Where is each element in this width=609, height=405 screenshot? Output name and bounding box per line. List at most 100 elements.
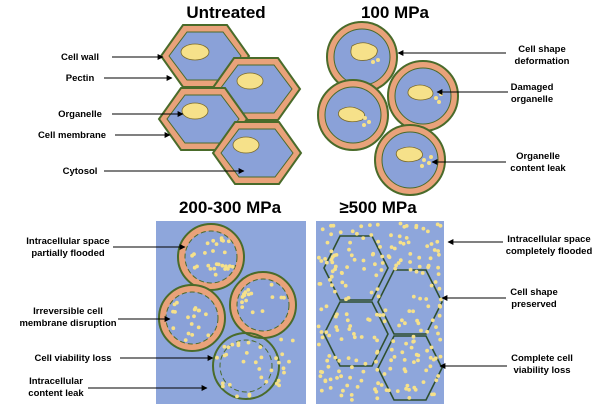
content-dot: [203, 251, 207, 255]
hex-cell-4: [211, 121, 303, 185]
leaking-organelle-icon: [395, 146, 423, 163]
content-dot: [212, 266, 217, 271]
content-dot: [438, 337, 443, 342]
content-dot: [327, 333, 331, 338]
label-cell-membrane: Cell membrane: [38, 130, 106, 141]
content-dot: [247, 393, 252, 398]
content-dot: [375, 312, 379, 317]
content-dot: [339, 393, 344, 398]
content-dot: [279, 337, 283, 342]
content-dot: [337, 369, 341, 374]
content-dot: [352, 257, 357, 262]
content-dot: [338, 230, 343, 235]
content-dot: [339, 270, 344, 275]
content-dot: [411, 339, 416, 344]
label-preserved-1: Cell shape: [510, 287, 558, 298]
content-dot: [375, 367, 380, 372]
content-dot: [329, 232, 333, 237]
content-dot: [274, 356, 278, 361]
content-dot: [214, 242, 219, 247]
content-dot: [415, 318, 419, 323]
content-dot: [363, 361, 368, 366]
content-dot: [318, 374, 323, 378]
content-dot: [417, 264, 422, 269]
content-dot: [431, 357, 436, 362]
content-dot: [318, 282, 323, 286]
content-dot: [350, 365, 354, 370]
content-dot: [319, 307, 324, 312]
content-dot: [416, 358, 420, 363]
content-dot: [349, 393, 354, 397]
dots-200-300-inner: [171, 236, 295, 399]
content-dot: [220, 263, 225, 268]
label-partial-flood-1: Intracellular space: [26, 236, 109, 247]
content-dot: [290, 338, 295, 343]
title-500mpa: ≥500 MPa: [339, 198, 417, 217]
content-dot: [404, 224, 409, 228]
content-dot: [244, 298, 249, 303]
content-dot: [414, 223, 419, 228]
content-dot: [429, 283, 434, 288]
content-dot: [334, 325, 339, 329]
content-dot: [339, 374, 343, 379]
label-content-leak-2: content leak: [28, 388, 84, 399]
content-dot: [221, 384, 225, 389]
ruptured-cell-3: [229, 271, 297, 339]
content-dot: [341, 388, 345, 393]
content-dot: [346, 296, 351, 300]
content-dot: [438, 304, 442, 309]
content-dot: [346, 356, 351, 360]
label-disruption-1: Irreversible cell: [33, 306, 103, 317]
content-dot: [223, 267, 228, 271]
content-dot: [359, 224, 364, 229]
content-dot: [246, 288, 251, 292]
content-dot: [434, 378, 439, 383]
content-dot: [345, 265, 349, 269]
content-dot: [406, 240, 411, 245]
content-dot: [426, 265, 430, 270]
content-dot: [380, 254, 385, 259]
content-dot: [419, 328, 423, 333]
label-cytosol: Cytosol: [63, 166, 98, 177]
content-dot: [424, 297, 429, 301]
label-damaged-1: Damaged: [511, 82, 554, 93]
content-dot: [213, 272, 218, 277]
label-pectin: Pectin: [66, 73, 95, 84]
label-organelle: Organelle: [58, 109, 102, 120]
content-dot: [344, 312, 349, 317]
content-dot: [280, 352, 285, 357]
content-dot: [352, 335, 357, 340]
content-dot: [369, 290, 374, 295]
content-dot: [347, 327, 352, 331]
content-dot: [220, 381, 225, 386]
content-dot: [428, 364, 433, 369]
content-dot: [369, 233, 374, 237]
content-dot: [172, 302, 177, 307]
content-dot: [429, 345, 434, 350]
organelle-icon: [338, 106, 365, 123]
content-dot: [323, 257, 327, 261]
content-dot: [222, 344, 227, 349]
content-dot: [253, 360, 258, 365]
content-dot: [192, 252, 196, 256]
content-dot: [435, 239, 440, 244]
content-dot: [428, 355, 433, 360]
content-dot: [345, 383, 350, 388]
content-dot: [389, 233, 393, 238]
content-dot: [372, 335, 377, 340]
content-dot: [230, 342, 235, 347]
content-dot: [219, 238, 224, 243]
content-dot: [348, 240, 352, 245]
content-dot: [396, 261, 401, 265]
content-dot: [224, 352, 229, 357]
content-dot: [426, 304, 431, 309]
content-dot: [226, 239, 231, 244]
content-dot: [211, 249, 215, 253]
content-dot: [382, 319, 387, 324]
content-dot: [204, 312, 208, 317]
label-partial-flood-2: partially flooded: [31, 248, 105, 259]
content-dot: [392, 246, 397, 251]
content-dot: [269, 282, 274, 287]
content-dot: [196, 308, 201, 313]
content-dot: [246, 340, 251, 345]
